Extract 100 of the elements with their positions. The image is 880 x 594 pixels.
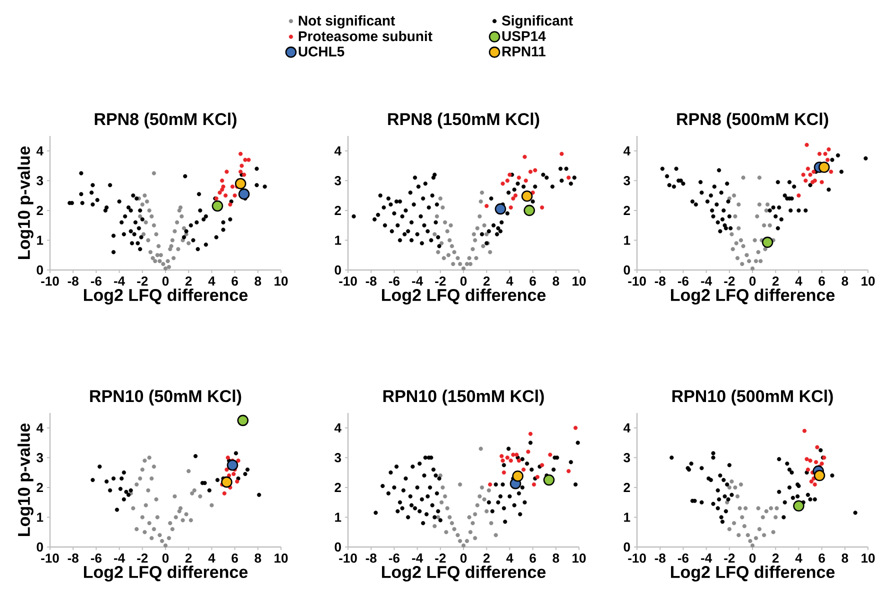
- y-tick-label: 3: [36, 176, 44, 186]
- y-tick-label: 3: [624, 453, 630, 462]
- x-tick-label: 6: [232, 276, 238, 286]
- y-tick-label: 2: [624, 206, 630, 215]
- x-tick-label: 10: [572, 276, 586, 286]
- x-tick-label: 6: [232, 554, 238, 563]
- legend-label: Significant: [502, 15, 573, 28]
- chart-title: RPN8 (50mM KCl): [94, 112, 236, 128]
- x-tick-label: 10: [862, 554, 875, 563]
- x-axis-title: Log2 LFQ difference: [382, 288, 546, 304]
- x-tick-label: -10: [628, 554, 646, 563]
- legend-label: UCHL5: [298, 46, 344, 56]
- x-tick-label: 4: [506, 554, 514, 562]
- chart-title: RPN10 (50mM KCl): [90, 390, 242, 406]
- x-axis-title: Log2 LFQ difference: [84, 566, 248, 582]
- y-tick-label: 1: [624, 512, 630, 522]
- y-tick-label: 0: [334, 265, 341, 275]
- x-tick-label: -8: [654, 276, 666, 286]
- x-tick-label: 4: [506, 276, 514, 286]
- x-tick-label: 6: [818, 554, 825, 563]
- x-tick-label: 0: [749, 554, 756, 563]
- legend-label: Proteasome subunit: [298, 30, 432, 42]
- x-tick-label: -10: [339, 276, 357, 286]
- y-tick-label: 1: [624, 236, 630, 245]
- x-tick-label: -8: [68, 276, 78, 286]
- x-tick-label: -6: [388, 276, 400, 286]
- x-tick-label: -8: [366, 276, 376, 286]
- x-tick-label: 2: [185, 276, 192, 286]
- x-tick-label: -8: [654, 554, 666, 563]
- x-tick-label: -10: [339, 554, 357, 563]
- x-tick-label: -2: [137, 276, 148, 286]
- x-tick-label: 2: [483, 554, 490, 563]
- y-tick-label: 3: [36, 453, 44, 462]
- x-tick-label: -6: [678, 554, 689, 563]
- x-tick-label: 0: [460, 554, 467, 563]
- x-tick-label: 8: [842, 554, 848, 563]
- y-tick-label: 1: [335, 236, 342, 245]
- x-axis-title: Log2 LFQ difference: [671, 288, 835, 304]
- legend-label: RPN11: [502, 46, 546, 56]
- chart-title: RPN10 (500mM KCl): [672, 390, 833, 406]
- x-axis-title: Log2 LFQ difference: [671, 566, 835, 582]
- y-tick-label: 2: [624, 482, 630, 492]
- x-tick-label: -4: [412, 276, 424, 286]
- x-tick-label: -6: [90, 554, 102, 563]
- y-tick-label: 2: [334, 206, 341, 215]
- legend-label: Not significant: [298, 15, 395, 28]
- chart-title: RPN10 (150mM KCl): [383, 390, 544, 406]
- x-tick-label: 10: [862, 276, 875, 286]
- y-axis-title: Log10 p-value: [17, 423, 34, 536]
- x-tick-label: -6: [678, 276, 689, 286]
- x-tick-label: 10: [572, 554, 586, 563]
- y-tick-label: 0: [334, 542, 341, 552]
- x-tick-label: -2: [724, 554, 735, 563]
- x-tick-label: 6: [818, 276, 825, 286]
- y-tick-label: 0: [36, 265, 43, 275]
- x-tick-label: 0: [460, 276, 467, 286]
- x-tick-label: 8: [254, 554, 262, 563]
- x-tick-label: -4: [412, 554, 424, 562]
- x-tick-label: 10: [274, 276, 288, 286]
- y-tick-label: 4: [334, 423, 342, 432]
- x-tick-label: 0: [749, 276, 756, 286]
- x-tick-label: -2: [724, 276, 735, 286]
- y-tick-label: 1: [37, 236, 44, 245]
- x-tick-label: 8: [552, 554, 560, 563]
- y-tick-label: 3: [334, 176, 342, 186]
- x-tick-label: -4: [114, 276, 126, 286]
- x-tick-label: 4: [208, 276, 216, 286]
- y-tick-label: 4: [36, 423, 44, 432]
- x-tick-label: 10: [274, 554, 288, 563]
- y-tick-label: 2: [334, 482, 341, 492]
- y-tick-label: 1: [37, 512, 44, 522]
- y-tick-label: 2: [36, 206, 43, 215]
- x-tick-label: 6: [530, 276, 536, 286]
- x-tick-label: 6: [530, 554, 536, 563]
- x-tick-label: -2: [137, 554, 148, 563]
- x-tick-label: -2: [435, 276, 446, 286]
- y-tick-label: 4: [334, 146, 342, 156]
- x-tick-label: 2: [483, 276, 490, 286]
- x-tick-label: 4: [795, 554, 802, 562]
- y-tick-label: 3: [334, 453, 342, 462]
- x-tick-label: 0: [162, 554, 169, 563]
- x-tick-label: -2: [435, 554, 446, 563]
- x-tick-label: -4: [701, 554, 712, 562]
- x-tick-label: 2: [185, 554, 192, 563]
- x-tick-label: -8: [68, 554, 78, 563]
- y-tick-label: 4: [623, 146, 630, 156]
- x-tick-label: -6: [90, 276, 102, 286]
- chart-title: RPN8 (150mM KCl): [388, 112, 540, 128]
- x-tick-label: -8: [366, 554, 376, 563]
- x-tick-label: 8: [552, 276, 560, 286]
- x-tick-label: -4: [114, 554, 126, 562]
- x-tick-label: 8: [254, 276, 262, 286]
- legend-label: USP14: [502, 31, 546, 42]
- y-tick-label: 3: [624, 176, 630, 186]
- y-tick-label: 4: [623, 423, 630, 432]
- x-tick-label: 8: [842, 276, 848, 286]
- x-tick-label: -10: [41, 554, 59, 563]
- x-tick-label: 2: [772, 554, 779, 563]
- y-tick-label: 1: [335, 512, 342, 522]
- x-tick-label: -6: [388, 554, 400, 563]
